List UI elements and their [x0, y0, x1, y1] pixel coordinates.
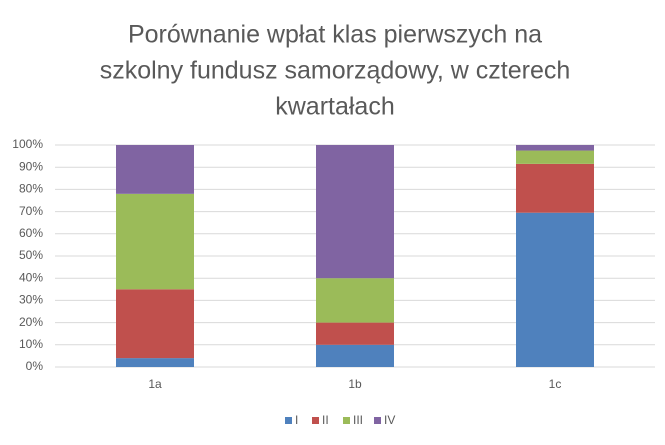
bar-segment: [516, 145, 594, 151]
legend-label: II: [322, 413, 329, 427]
y-tick-label: 80%: [19, 182, 43, 196]
y-tick-label: 0%: [26, 359, 44, 373]
y-tick-label: 100%: [12, 137, 43, 151]
y-tick-label: 90%: [19, 159, 43, 173]
chart-title: szkolny fundusz samorządowy, w czterech: [100, 57, 571, 85]
bar-segment: [116, 193, 194, 290]
bar-segment: [316, 278, 394, 323]
y-tick-label: 30%: [19, 293, 43, 307]
bar-segment: [316, 344, 394, 367]
legend-marker: [312, 417, 319, 424]
chart-title: Porównanie wpłat klas pierwszych na: [128, 21, 542, 49]
y-tick-label: 20%: [19, 315, 43, 329]
legend-label: IV: [384, 413, 395, 427]
legend-label: III: [353, 413, 363, 427]
y-tick-label: 10%: [19, 337, 43, 351]
y-tick-label: 60%: [19, 226, 43, 240]
x-tick-label: 1c: [549, 377, 562, 391]
x-tick-label: 1b: [348, 377, 362, 391]
legend-marker: [285, 417, 292, 424]
legend-label: I: [295, 413, 298, 427]
bar-segment: [316, 322, 394, 345]
bar-segment: [116, 289, 194, 359]
y-tick-label: 70%: [19, 204, 43, 218]
y-tick-label: 50%: [19, 248, 43, 262]
y-tick-label: 40%: [19, 270, 43, 284]
x-tick-label: 1a: [148, 377, 162, 391]
bar-segment: [516, 212, 594, 367]
bar-segment: [516, 163, 594, 213]
legend-marker: [343, 417, 350, 424]
bar-segment: [116, 145, 194, 194]
bar-segment: [316, 145, 394, 279]
bar-segment: [516, 150, 594, 164]
chart-title: kwartałach: [275, 93, 395, 121]
legend-marker: [374, 417, 381, 424]
bar-segment: [116, 358, 194, 367]
